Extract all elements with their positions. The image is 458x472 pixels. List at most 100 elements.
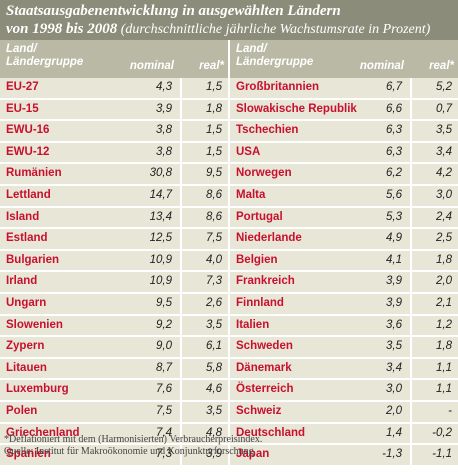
nominal-value: 30,8	[149, 167, 172, 180]
table-row: Irland 10,9 7,3	[0, 272, 228, 294]
real-value: 5,2	[436, 81, 452, 93]
country-name: Litauen	[6, 361, 47, 374]
country-name: Estland	[6, 232, 48, 245]
country-name: Polen	[6, 404, 38, 417]
nominal-value: 9,2	[156, 318, 172, 331]
table-row: Malta 5,6 3,0	[230, 185, 458, 208]
nominal-value: 6,7	[386, 81, 402, 93]
real-value: -	[448, 404, 452, 417]
table-row: Japan -1,3 -1,1	[230, 445, 458, 467]
column-divider	[410, 380, 412, 400]
nominal-value: 3,5	[386, 340, 402, 353]
nominal-value: 3,9	[386, 296, 402, 309]
nominal-value: 9,0	[156, 340, 172, 353]
table-footer: *Deflationiert mit dem (Harmonisierten) …	[4, 434, 454, 458]
nominal-value: 10,9	[149, 253, 172, 266]
table-row: EU-15 3,9 1,8	[0, 99, 228, 122]
country-name: Irland	[6, 275, 38, 288]
column-divider	[180, 229, 182, 249]
column-divider	[410, 250, 412, 271]
country-name: Japan	[236, 448, 270, 461]
table-row: Estland 12,5 7,5	[0, 229, 228, 251]
nominal-value: 14,7	[149, 188, 172, 201]
column-divider	[180, 293, 182, 314]
table-row: EWU-16 3,8 1,5	[0, 121, 228, 143]
column-divider	[180, 185, 182, 206]
column-divider	[180, 315, 182, 336]
nominal-value: 3,6	[386, 318, 402, 331]
table-right-half: Land/ Ländergruppe nominal real* Großbri…	[230, 40, 458, 467]
real-value: 0,7	[436, 102, 452, 115]
column-divider	[180, 337, 182, 357]
nominal-value: 3,8	[156, 124, 172, 137]
table-row: Frankreich 3,9 2,0	[230, 272, 458, 294]
table-row: Norwegen 6,2 4,2	[230, 164, 458, 186]
column-divider	[410, 293, 412, 314]
real-value: -0,2	[432, 426, 452, 439]
column-divider	[180, 401, 182, 422]
real-value: 2,0	[436, 275, 452, 288]
column-divider	[410, 272, 412, 292]
nominal-value: 5,6	[386, 188, 402, 201]
country-name: Frankreich	[236, 275, 295, 288]
column-divider	[410, 185, 412, 206]
real-value: 7,5	[206, 232, 222, 245]
table-left-half: Land/ Ländergruppe nominal real* EU-27 4,…	[0, 40, 228, 467]
column-divider	[410, 358, 412, 379]
nominal-value: 7,6	[156, 383, 172, 396]
title-period: von 1998 bis 2008	[6, 21, 118, 37]
table-row: Österreich 3,0 1,1	[230, 380, 458, 402]
nominal-value: 3,4	[386, 361, 402, 374]
table-row: USA 6,3 3,4	[230, 142, 458, 165]
country-name: Zypern	[6, 340, 45, 353]
country-name: Dänemark	[236, 361, 292, 374]
nominal-value: 7,5	[156, 404, 172, 417]
country-name: Belgien	[236, 253, 278, 266]
column-header-country-line1: Land/	[6, 43, 37, 55]
column-header-country-line2: Ländergruppe	[236, 56, 314, 68]
nominal-value: 3,9	[156, 102, 172, 115]
nominal-value: 4,9	[386, 232, 402, 245]
country-name: Deutschland	[236, 426, 306, 439]
title-subtitle: (durchschnittliche jährliche Wachstumsra…	[117, 22, 431, 37]
country-name: Slowakische Republik	[236, 102, 357, 115]
country-name: EWU-16	[6, 124, 50, 137]
real-value: 3,0	[436, 188, 452, 201]
table-row: Dänemark 3,4 1,1	[230, 358, 458, 381]
nominal-value: 8,7	[156, 361, 172, 374]
column-divider	[180, 164, 182, 184]
nominal-value: 7,3	[156, 448, 172, 461]
column-header-real: real*	[199, 60, 224, 72]
country-name: Finnland	[236, 296, 284, 309]
real-value: 1,5	[206, 145, 222, 158]
real-value: 3,5	[206, 318, 222, 331]
country-name: Schweiz	[236, 404, 282, 417]
real-value: 1,8	[436, 253, 452, 266]
country-name: Niederlande	[236, 232, 302, 245]
column-divider	[410, 207, 412, 228]
spending-table: Land/ Ländergruppe nominal real* EU-27 4,…	[0, 40, 458, 467]
real-value: 2,1	[436, 296, 452, 309]
nominal-value: 10,9	[149, 275, 172, 288]
country-name: Schweden	[236, 340, 293, 353]
real-value: 6,1	[206, 340, 222, 353]
column-divider	[180, 380, 182, 400]
real-value: 2,4	[436, 210, 452, 223]
real-value: 4,8	[206, 426, 222, 439]
table-row: Slowenien 9,2 3,5	[0, 315, 228, 338]
column-divider	[180, 358, 182, 379]
column-divider	[180, 250, 182, 271]
country-name: Griechenland	[6, 426, 80, 439]
column-divider	[410, 229, 412, 249]
real-value: 1,5	[206, 124, 222, 137]
column-divider	[410, 401, 412, 422]
real-value: 4,6	[206, 383, 222, 396]
nominal-value: 7,4	[156, 426, 172, 439]
country-name: EU-27	[6, 81, 39, 93]
nominal-value: 4,3	[156, 81, 172, 93]
real-value: 1,5	[206, 81, 222, 93]
nominal-value: 6,3	[386, 124, 402, 137]
column-divider	[180, 445, 182, 465]
real-value: 9,5	[206, 167, 222, 180]
column-header-nominal: nominal	[359, 60, 404, 72]
